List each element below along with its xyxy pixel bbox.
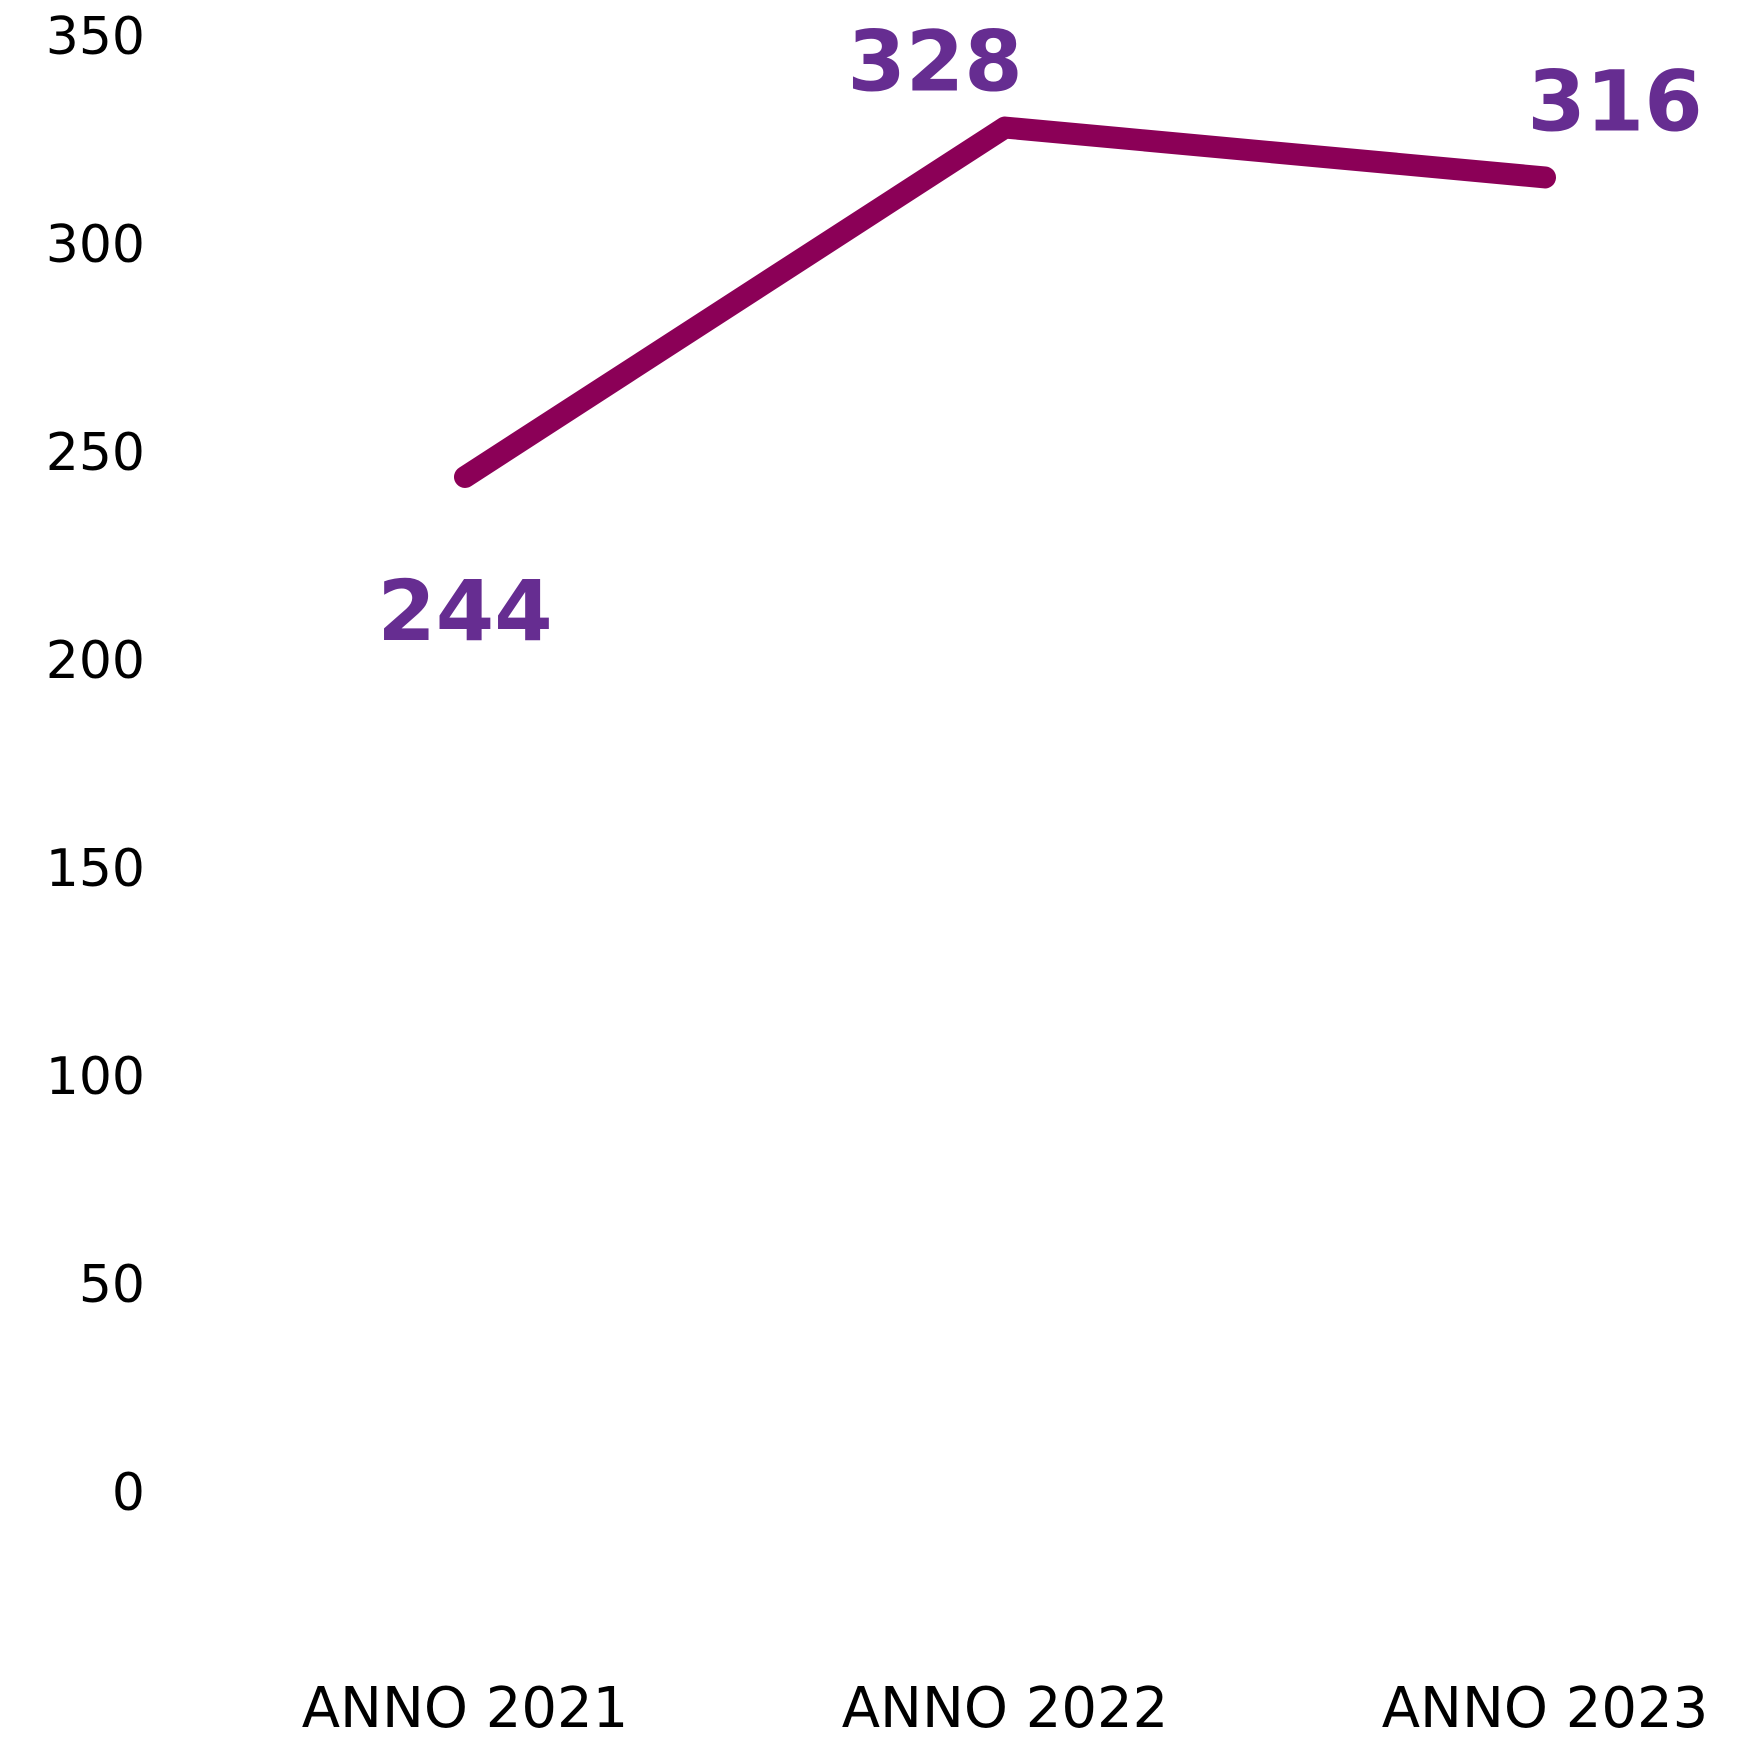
data-label: 328 [847,12,1022,110]
x-tick-label: ANNO 2021 [302,1676,628,1741]
x-tick-label: ANNO 2023 [1382,1676,1708,1741]
y-tick-label: 50 [79,1255,145,1315]
y-tick-label: 300 [46,215,145,275]
y-tick-label: 100 [46,1047,145,1107]
y-tick-label: 350 [46,7,145,67]
y-tick-label: 250 [46,423,145,483]
data-label: 316 [1527,52,1702,150]
data-line [454,116,1556,488]
y-tick-label: 150 [46,839,145,899]
y-tick-label: 200 [46,631,145,691]
y-tick-label: 0 [112,1463,145,1523]
x-tick-label: ANNO 2022 [842,1676,1168,1741]
data-label: 244 [377,562,552,660]
